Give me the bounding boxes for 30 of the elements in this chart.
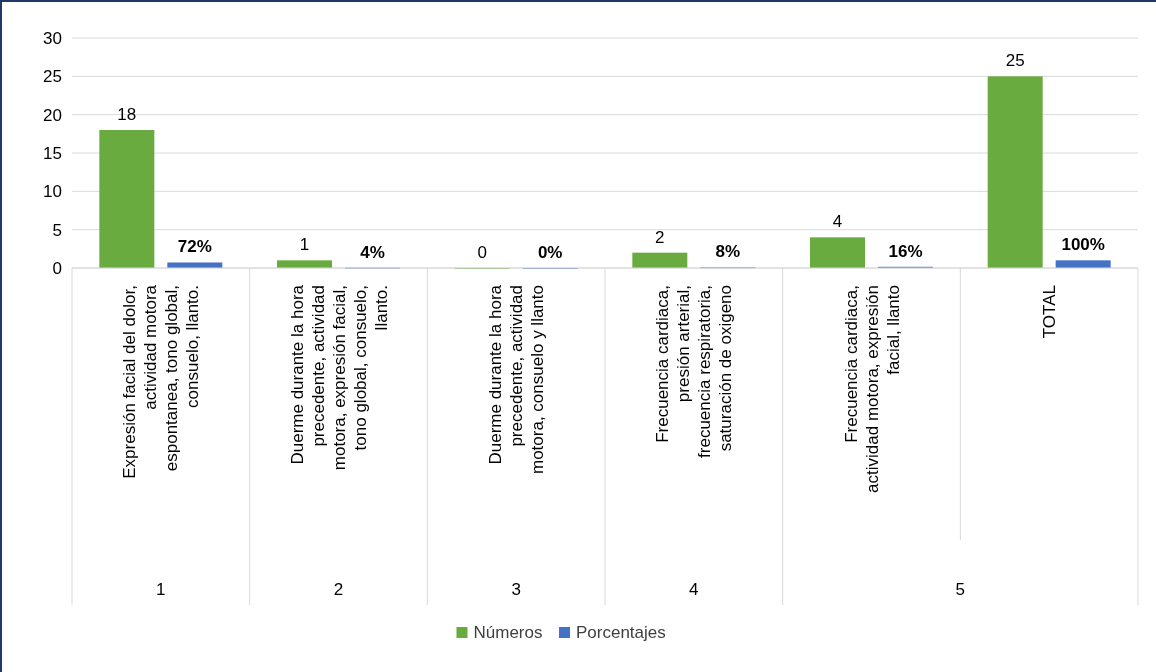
- text: 2: [333, 580, 344, 599]
- y-tick-label: 15: [43, 144, 62, 163]
- data-label: 100%: [1061, 235, 1105, 255]
- y-tick-label: 25: [43, 67, 62, 87]
- data-label: 8%: [715, 242, 741, 262]
- x-tick-label: Frecuencia cardiaca, actividad motora, expresión facial, llanto: [841, 285, 903, 493]
- data-label: 25: [1005, 51, 1025, 71]
- text: 4: [689, 580, 699, 599]
- y-tick-label: 20: [43, 105, 62, 125]
- data-label: 0: [477, 243, 487, 262]
- data-label: 2: [655, 227, 665, 247]
- text: 5: [955, 580, 966, 599]
- data-label: 1: [299, 235, 310, 255]
- x-tick-label: Expresión facial del dolor, actividad motora espontanea, tono global, consuelo, llanto.: [120, 284, 203, 479]
- x-tick-label: TOTAL: [1040, 285, 1060, 339]
- data-label: 72%: [177, 237, 212, 257]
- y-tick-label: 0: [52, 259, 62, 278]
- x-tick-label: Duerme durante la hora precedente, actividad motora, expresión facial, tono global, consuelo, llanto.: [287, 284, 391, 471]
- y-tick-label: 30: [43, 29, 62, 48]
- data-label: 16%: [888, 241, 923, 261]
- data-label: 18: [117, 105, 137, 124]
- data-label: 4: [832, 212, 843, 232]
- legend-label: Porcentajes: [576, 623, 666, 642]
- data-label: 0%: [537, 243, 563, 262]
- data-label: 4%: [360, 242, 385, 262]
- legend-label: Números: [473, 623, 543, 642]
- text: 3: [511, 580, 521, 599]
- y-tick-label: 5: [52, 220, 62, 240]
- y-tick-label: 10: [43, 182, 62, 202]
- text: 1: [156, 580, 166, 599]
